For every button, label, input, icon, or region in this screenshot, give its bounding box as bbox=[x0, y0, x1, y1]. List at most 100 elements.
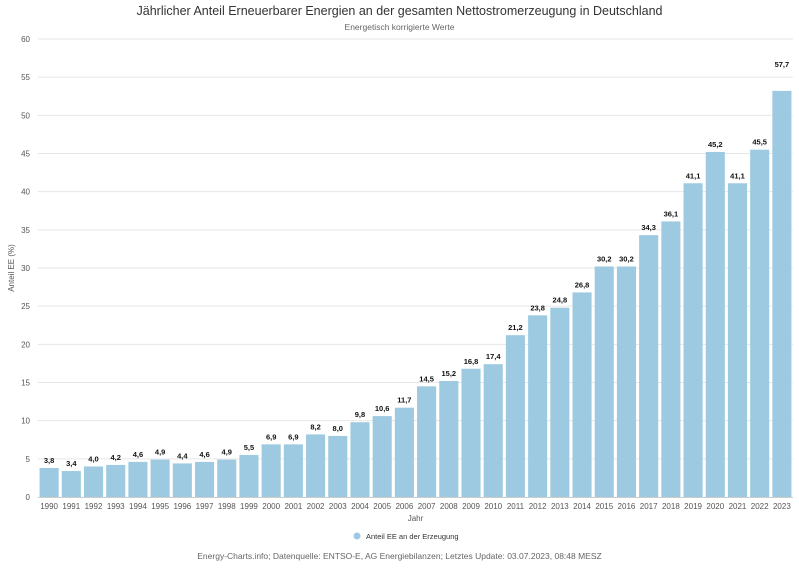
bar[interactable] bbox=[128, 461, 148, 497]
data-label: 4,9 bbox=[222, 448, 232, 457]
x-axis-label: Jahr bbox=[408, 514, 424, 523]
data-label: 6,9 bbox=[266, 432, 276, 441]
data-label: 4,2 bbox=[111, 453, 121, 462]
data-label: 8,0 bbox=[333, 424, 343, 433]
bar[interactable] bbox=[727, 183, 748, 497]
bar[interactable] bbox=[61, 471, 81, 497]
x-tick-label: 2000 bbox=[262, 502, 280, 511]
bar[interactable] bbox=[683, 183, 703, 497]
x-tick-label: 1995 bbox=[151, 502, 169, 511]
bar[interactable] bbox=[550, 307, 570, 497]
bar[interactable] bbox=[217, 459, 237, 497]
y-tick-label: 40 bbox=[21, 188, 30, 197]
data-label: 24,8 bbox=[553, 296, 568, 305]
data-label: 3,8 bbox=[44, 456, 54, 465]
y-axis-label: Anteil EE (%) bbox=[7, 244, 16, 292]
x-tick-label: 1999 bbox=[240, 502, 258, 511]
bar[interactable] bbox=[306, 434, 326, 497]
y-tick-label: 25 bbox=[21, 302, 30, 311]
bar[interactable] bbox=[283, 444, 303, 497]
x-tick-label: 2008 bbox=[440, 502, 458, 511]
data-label: 45,2 bbox=[708, 140, 723, 149]
bar[interactable] bbox=[350, 422, 370, 497]
bar[interactable] bbox=[328, 435, 348, 497]
bar[interactable] bbox=[194, 461, 215, 497]
x-tick-label: 2004 bbox=[351, 502, 369, 511]
bar[interactable] bbox=[239, 455, 259, 497]
x-tick-label: 1998 bbox=[218, 502, 236, 511]
data-label: 6,9 bbox=[288, 432, 298, 441]
x-tick-label: 2013 bbox=[551, 502, 569, 511]
bar[interactable] bbox=[439, 380, 459, 497]
legend-marker[interactable] bbox=[353, 532, 361, 540]
bars bbox=[39, 90, 792, 498]
bar[interactable] bbox=[150, 459, 170, 497]
x-tick-label: 2011 bbox=[507, 502, 525, 511]
y-tick-label: 10 bbox=[21, 417, 30, 426]
data-label: 36,1 bbox=[664, 209, 679, 218]
x-tick-label: 2009 bbox=[462, 502, 480, 511]
bar[interactable] bbox=[616, 266, 637, 497]
y-tick-label: 45 bbox=[21, 150, 30, 159]
y-tick-label: 20 bbox=[21, 340, 30, 349]
bar[interactable] bbox=[394, 407, 414, 497]
x-tick-label: 2017 bbox=[640, 502, 658, 511]
bar[interactable] bbox=[39, 467, 59, 497]
x-tick-label: 2019 bbox=[684, 502, 702, 511]
bar[interactable] bbox=[261, 444, 281, 497]
legend-series-label[interactable]: Anteil EE an der Erzeugung bbox=[366, 532, 459, 541]
data-label: 23,8 bbox=[530, 303, 545, 312]
x-tick-label: 2022 bbox=[751, 502, 769, 511]
bar[interactable] bbox=[705, 151, 725, 497]
legend[interactable]: Anteil EE an der Erzeugung bbox=[353, 532, 459, 541]
x-tick-label: 1990 bbox=[40, 502, 58, 511]
x-tick-label: 2020 bbox=[706, 502, 724, 511]
data-label: 57,7 bbox=[775, 60, 790, 69]
data-label: 5,5 bbox=[244, 443, 254, 452]
bar[interactable] bbox=[483, 364, 503, 497]
x-tick-label: 2005 bbox=[373, 502, 391, 511]
y-tick-label: 0 bbox=[26, 493, 31, 502]
bar[interactable] bbox=[106, 464, 126, 497]
bar[interactable] bbox=[505, 335, 525, 497]
bar[interactable] bbox=[417, 386, 437, 497]
bar[interactable] bbox=[372, 416, 392, 497]
data-label: 30,2 bbox=[619, 254, 634, 263]
data-label: 34,3 bbox=[641, 223, 656, 232]
data-label: 15,2 bbox=[442, 369, 457, 378]
data-label: 10,6 bbox=[375, 404, 390, 413]
data-label: 4,4 bbox=[177, 451, 188, 460]
data-label: 11,7 bbox=[397, 396, 411, 405]
bar[interactable] bbox=[661, 221, 681, 498]
x-tick-label: 1996 bbox=[173, 502, 191, 511]
data-labels: 3,8 3,4 4,0 4,2 4,6 4,9 4,4 4,6 4,9 5,5 6,9 6,9 8,2 8… bbox=[44, 60, 789, 468]
y-axis-ticks: 0 5 10 15 20 25 30 35 40 45 50 55 60 bbox=[21, 35, 30, 502]
data-label: 4,9 bbox=[155, 448, 165, 457]
x-tick-label: 2014 bbox=[573, 502, 591, 511]
y-tick-label: 50 bbox=[21, 111, 30, 120]
bar[interactable] bbox=[528, 315, 548, 497]
data-label: 41,1 bbox=[686, 171, 701, 180]
data-label: 4,0 bbox=[88, 454, 98, 463]
x-tick-label: 1991 bbox=[62, 502, 80, 511]
bar[interactable] bbox=[461, 368, 481, 497]
y-tick-label: 35 bbox=[21, 226, 30, 235]
bar[interactable] bbox=[594, 266, 614, 497]
data-label: 30,2 bbox=[597, 254, 612, 263]
bar[interactable] bbox=[639, 235, 659, 497]
x-tick-label: 2002 bbox=[307, 502, 325, 511]
bar[interactable] bbox=[83, 466, 104, 497]
x-tick-label: 1993 bbox=[107, 502, 125, 511]
y-tick-label: 30 bbox=[21, 264, 30, 273]
bar[interactable] bbox=[750, 149, 770, 497]
bar[interactable] bbox=[172, 463, 192, 497]
bar[interactable] bbox=[772, 90, 792, 497]
data-label: 4,6 bbox=[133, 450, 143, 459]
x-tick-label: 1992 bbox=[85, 502, 103, 511]
bar[interactable] bbox=[572, 292, 592, 497]
x-tick-label: 2001 bbox=[284, 502, 302, 511]
chart-title: Jährlicher Anteil Erneuerbarer Energien … bbox=[136, 4, 663, 18]
data-label: 41,1 bbox=[730, 171, 745, 180]
y-tick-label: 55 bbox=[21, 73, 30, 82]
